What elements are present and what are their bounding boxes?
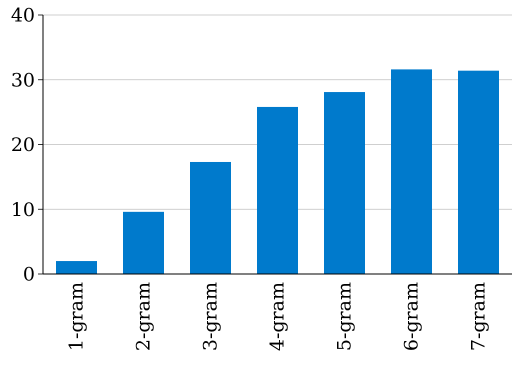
bar-3-gram [190, 161, 231, 274]
bar-5-gram [324, 92, 365, 275]
bars [56, 69, 499, 275]
x-tick-label: 2-gram [133, 282, 155, 351]
bar-2-gram [123, 211, 164, 274]
bar-1-gram [56, 261, 97, 274]
y-tick-label: 0 [23, 264, 35, 286]
y-tick-labels: 0 10 20 30 40 [11, 5, 35, 286]
x-tick-label: 4-gram [267, 282, 289, 351]
axes [38, 14, 512, 275]
x-tick-label: 6-gram [401, 282, 423, 351]
bar-6-gram [391, 69, 432, 274]
y-tick-label: 30 [11, 69, 35, 91]
y-tick-label: 40 [11, 5, 35, 27]
x-tick-label: 5-gram [334, 282, 356, 351]
bar-7-gram [458, 70, 499, 274]
x-tick-label: 3-gram [200, 282, 222, 351]
y-tick-label: 20 [11, 134, 35, 156]
category-labels: 1-gram 2-gram 3-gram 4-gram 5-gram 6-gram 7-gr… [66, 282, 490, 351]
bar-4-gram [257, 106, 298, 274]
y-tick-label: 10 [11, 199, 35, 221]
x-tick-label: 1-gram [66, 282, 88, 351]
x-tick-label: 7-gram [468, 282, 490, 351]
